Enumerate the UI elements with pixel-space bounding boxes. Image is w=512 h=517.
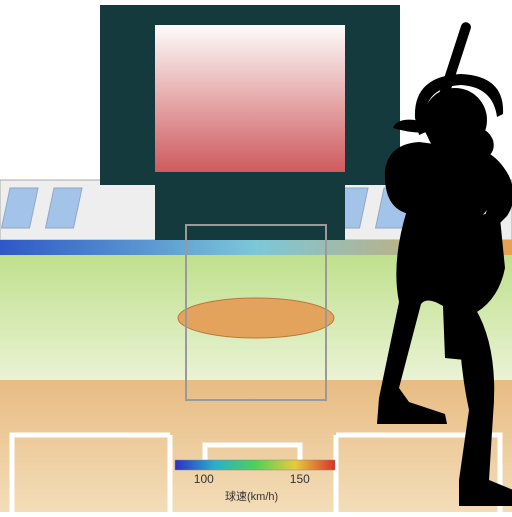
scoreboard-stem — [155, 185, 345, 240]
stadium-background — [0, 0, 512, 512]
speed-colorbar-label: 球速(km/h) — [225, 488, 278, 504]
pitch-location-diagram: 100 150 球速(km/h) — [0, 0, 512, 512]
speed-colorbar-tick: 150 — [290, 472, 310, 486]
speed-colorbar — [175, 460, 335, 470]
scoreboard-screen — [155, 25, 345, 172]
speed-colorbar-tick: 100 — [194, 472, 214, 486]
pitchers-mound — [178, 298, 334, 338]
